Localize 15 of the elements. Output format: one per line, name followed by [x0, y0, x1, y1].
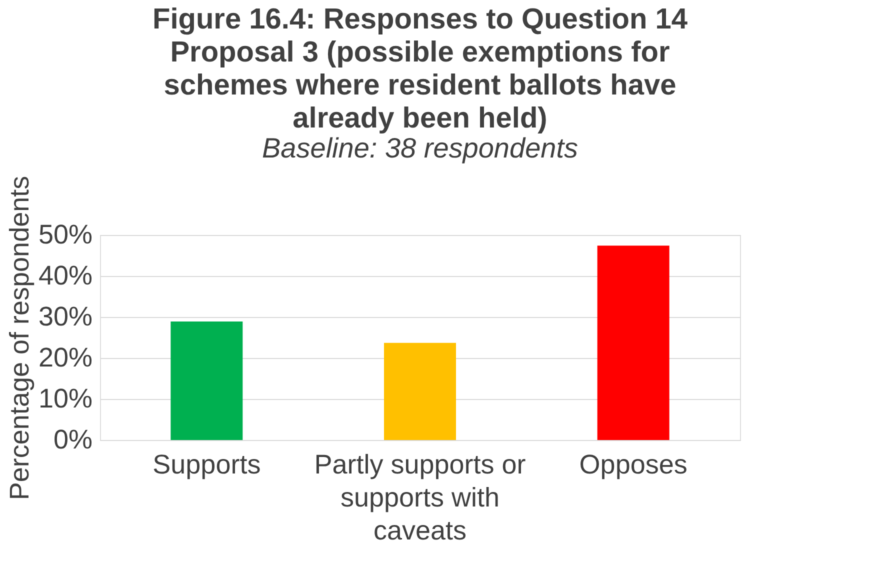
chart-title: Figure 16.4: Responses to Question 14 Proposal 3 (possible exemptions for schemes where resident ballots have already been held) — [152, 3, 688, 134]
bar — [384, 342, 456, 440]
y-tick-label: 20% — [38, 342, 92, 372]
y-tick-label: 50% — [38, 220, 92, 250]
x-tick-label: Opposes — [579, 450, 688, 480]
y-axis-title: Percentage of respondents — [4, 176, 34, 500]
x-tick-label: Supports — [152, 450, 261, 480]
y-tick-label: 0% — [53, 424, 92, 454]
y-tick-label: 10% — [38, 384, 92, 414]
y-tick-label: 40% — [38, 260, 92, 290]
chart-subtitle: Baseline: 38 respondents — [262, 132, 578, 164]
bar — [597, 246, 670, 440]
bar — [170, 322, 243, 440]
x-tick-label: Partly supports or supports with caveats — [314, 450, 526, 546]
y-tick-label: 30% — [38, 302, 92, 332]
